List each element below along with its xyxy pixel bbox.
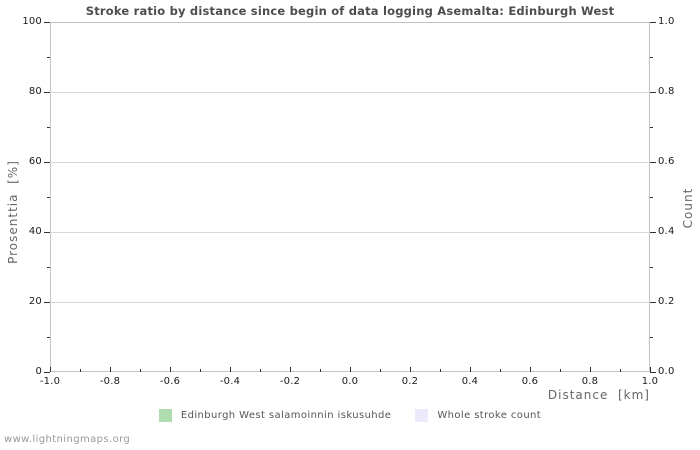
x-tick xyxy=(410,367,411,372)
y-left-tick xyxy=(44,232,50,233)
y-left-minor-tick xyxy=(47,197,50,198)
x-tick-label: 0.4 xyxy=(461,376,479,387)
y-right-tick-label: 0.2 xyxy=(658,296,675,307)
x-tick xyxy=(530,367,531,372)
y-left-tick-label: 80 xyxy=(28,86,42,97)
y-right-minor-tick xyxy=(650,267,653,268)
gridline xyxy=(50,92,650,93)
y-left-tick xyxy=(44,22,50,23)
y-right-tick xyxy=(650,22,656,23)
x-tick xyxy=(110,367,111,372)
x-tick xyxy=(350,367,351,372)
y-left-minor-tick xyxy=(47,127,50,128)
y-right-tick xyxy=(650,372,656,373)
y-left-tick xyxy=(44,162,50,163)
y-right-tick-label: 0.8 xyxy=(658,86,675,97)
x-tick-label: -1.0 xyxy=(39,376,61,387)
legend: Edinburgh West salamoinnin iskusuhde Whol… xyxy=(0,409,700,422)
x-tick xyxy=(650,367,651,372)
y-left-tick-label: 100 xyxy=(22,16,42,27)
x-tick-label: 0.2 xyxy=(401,376,419,387)
x-axis-title: Distance [km] xyxy=(547,388,650,402)
y-right-tick-label: 0.4 xyxy=(658,226,675,237)
legend-item: Edinburgh West salamoinnin iskusuhde xyxy=(158,409,392,422)
x-minor-tick xyxy=(320,369,321,372)
y-right-tick-label: 1.0 xyxy=(658,16,675,27)
y-left-tick xyxy=(44,372,50,373)
y-left-minor-tick xyxy=(47,337,50,338)
gridline xyxy=(50,162,650,163)
x-tick-label: 1.0 xyxy=(641,376,659,387)
y-right-tick-label: 0.0 xyxy=(658,366,675,377)
y-right-minor-tick xyxy=(650,197,653,198)
x-tick xyxy=(50,367,51,372)
y-right-minor-tick xyxy=(650,337,653,338)
legend-swatch-icon xyxy=(158,409,172,422)
x-minor-tick xyxy=(80,369,81,372)
y-left-minor-tick xyxy=(47,267,50,268)
x-minor-tick xyxy=(140,369,141,372)
x-tick-label: 0.0 xyxy=(341,376,359,387)
y-axis-right-title: Count xyxy=(681,187,695,229)
x-tick xyxy=(290,367,291,372)
y-right-tick xyxy=(650,162,656,163)
x-tick xyxy=(170,367,171,372)
gridline xyxy=(50,232,650,233)
y-right-minor-tick xyxy=(650,57,653,58)
gridline xyxy=(50,302,650,303)
x-tick-label: 0.8 xyxy=(581,376,599,387)
legend-item: Whole stroke count xyxy=(415,409,541,422)
y-right-tick-label: 0.6 xyxy=(658,156,675,167)
y-axis-left-title: Prosenttia [%] xyxy=(6,160,20,264)
x-tick xyxy=(470,367,471,372)
y-left-tick xyxy=(44,302,50,303)
legend-swatch-icon xyxy=(415,409,429,422)
x-tick-label: -0.4 xyxy=(219,376,241,387)
y-right-tick xyxy=(650,92,656,93)
x-tick-label: -0.8 xyxy=(99,376,121,387)
y-left-minor-tick xyxy=(47,57,50,58)
y-left-tick-label: 0 xyxy=(35,366,42,377)
x-minor-tick xyxy=(200,369,201,372)
y-right-tick xyxy=(650,232,656,233)
y-left-tick-label: 20 xyxy=(28,296,42,307)
legend-label: Whole stroke count xyxy=(437,410,542,421)
legend-label: Edinburgh West salamoinnin iskusuhde xyxy=(180,410,392,421)
x-minor-tick xyxy=(440,369,441,372)
watermark-link[interactable]: www.lightningmaps.org xyxy=(4,434,131,445)
chart-title: Stroke ratio by distance since begin of … xyxy=(85,4,615,18)
y-right-minor-tick xyxy=(650,127,653,128)
x-minor-tick xyxy=(260,369,261,372)
x-tick-label: 0.6 xyxy=(521,376,539,387)
x-minor-tick xyxy=(500,369,501,372)
x-tick xyxy=(590,367,591,372)
x-tick-label: -0.2 xyxy=(279,376,301,387)
y-left-tick-label: 40 xyxy=(28,226,42,237)
y-left-tick xyxy=(44,92,50,93)
y-left-tick-label: 60 xyxy=(28,156,42,167)
x-minor-tick xyxy=(560,369,561,372)
x-tick-label: -0.6 xyxy=(159,376,181,387)
plot-area xyxy=(50,22,650,372)
x-minor-tick xyxy=(620,369,621,372)
x-tick xyxy=(230,367,231,372)
y-right-tick xyxy=(650,302,656,303)
x-minor-tick xyxy=(380,369,381,372)
